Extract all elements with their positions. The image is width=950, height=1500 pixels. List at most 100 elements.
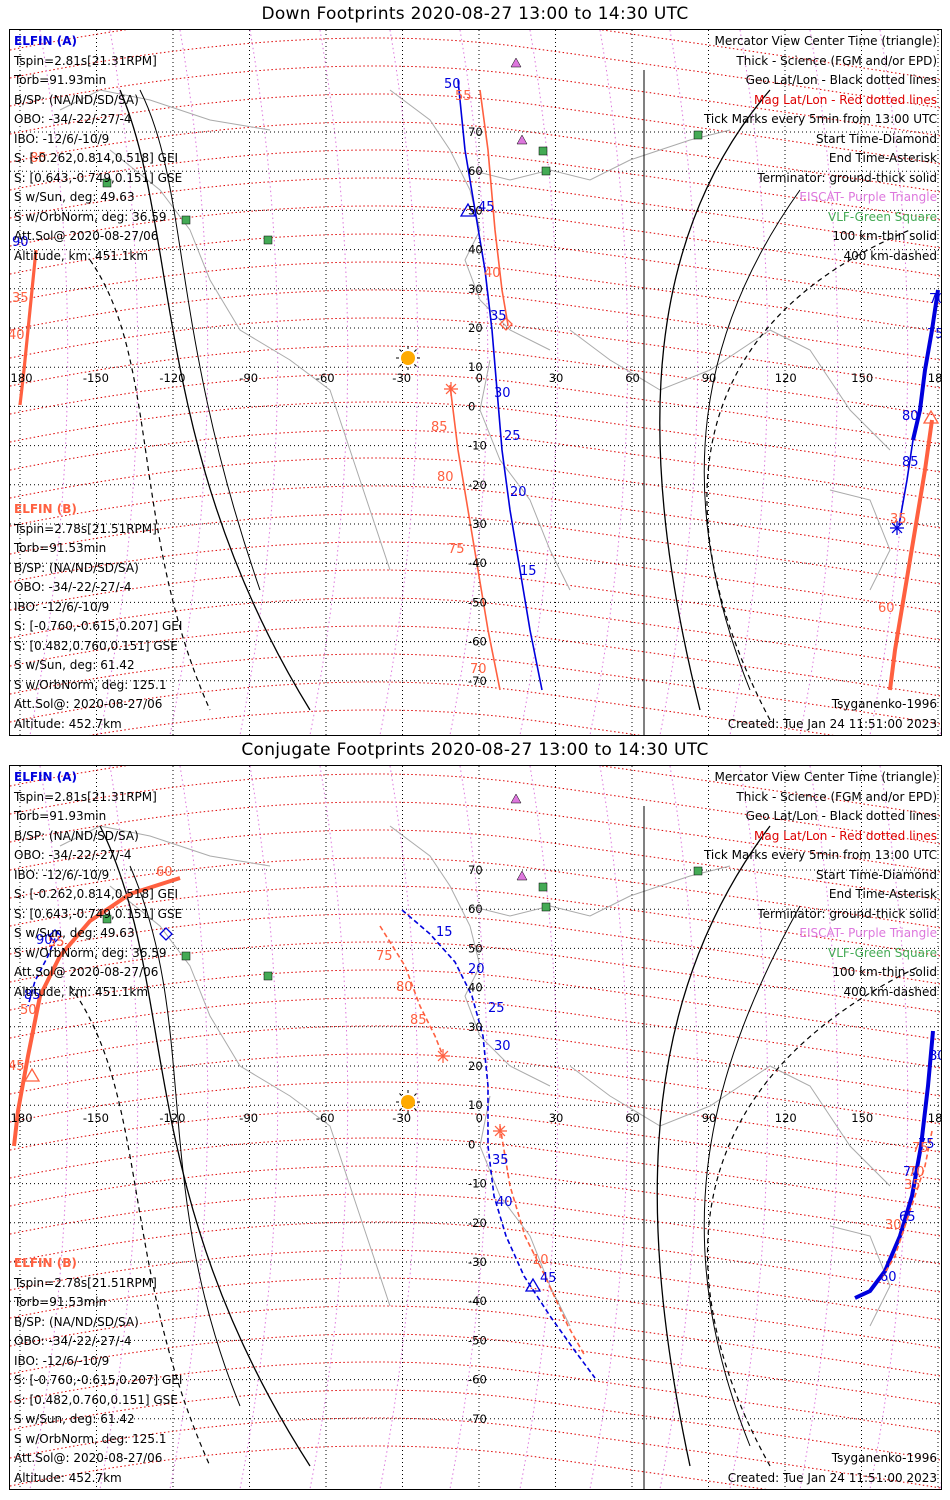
coastlines [59,89,891,591]
elfin-b-line: S w/Sun, deg: 61.42 [14,658,135,672]
sun-ray [399,349,402,352]
elfin-a-line: S: [-0.262,0.814,0.518] GEI [14,151,179,165]
mag-lat-line [10,569,941,641]
elfin-a-name: ELFIN (A) [14,770,77,784]
track-tick-label: 75 [376,949,393,964]
lon-label: -90 [239,1111,258,1125]
lon-label: -60 [316,371,335,385]
elfin-b-line: IBO: -12/6/-10/9 [14,1353,110,1368]
mag-lat-line [10,1221,941,1293]
end-time-asterisk-icon [437,1050,449,1062]
elfin-a-line: S: [0.643,-0.749,0.151] GSE [14,170,183,185]
mag-lat-line [10,1081,941,1153]
mag-lon-line [169,766,209,1489]
mag-lat-line [10,177,941,249]
lon-label: 150 [851,371,873,385]
elfin-a-line: OBO: -34/-22/-27/-4 [14,112,132,126]
track-tick-label: 90 [36,933,53,948]
mag-lon-line [869,766,909,1489]
legend-item: Thick - Science (FGM and/or EPD) [736,53,937,68]
sun-icon [401,351,415,365]
lat-label: 70 [468,863,483,877]
vlf-square-icon [181,951,191,961]
lon-label: -150 [83,371,109,385]
eiscat-triangle-icon [516,870,528,881]
lat-label: -40 [468,556,487,570]
mag-lat-line [10,1361,941,1433]
lat-label: 20 [468,321,483,335]
lat-label: -40 [468,1294,487,1308]
mag-lat-line [10,149,941,221]
track-tick-label: 25 [504,429,521,444]
lat-label: -60 [468,635,487,649]
elfin-a-name: ELFIN (A) [14,34,77,48]
vlf-square-icon [541,166,551,176]
mag-lat-line [10,1277,941,1349]
legend-item: 400 km-dashed [843,248,937,263]
sun-ray [414,1093,417,1096]
mag-lat-line [10,233,941,305]
lon-label: -120 [159,1111,185,1125]
map-canvas: -180-150-120-90-60-300306090120150180706… [10,766,941,1489]
model-label: Tsyganenko-1996 [831,1451,937,1465]
mag-lat-line [89,709,642,735]
mag-lat-line [10,513,941,585]
lon-label: 60 [625,371,640,385]
lat-label: -20 [468,1216,487,1230]
elfin-b-name: ELFIN (B) [14,1256,77,1270]
lat-label: -70 [468,1412,487,1426]
down-footprints-map: -180-150-120-90-60-300306090120150180706… [9,29,942,736]
vlf-square-icon [541,902,551,912]
elfin-a-line: S w/Sun, deg: 49.63 [14,190,135,204]
elfin-b-line: S: [0.482,0.760,0.151] GSE [14,1392,178,1407]
terminator-line [656,825,771,1467]
mag-lat-line [10,1193,941,1265]
elfin-a-line: Torb=91.93min [14,73,107,87]
elfin-a-line: Tspin=2.81s[21.31RPM] [14,53,157,68]
elfin-a-line: S w/OrbNorm, deg: 36.59 [14,209,167,224]
mag-lon-line [799,766,839,1489]
mag-lon-line [449,766,489,1489]
track-tick-label: 15 [436,925,453,940]
elfin-a-line: S: [0.643,-0.749,0.151] GSE [14,906,183,921]
lon-label: 60 [625,1111,640,1125]
lat-label: 40 [468,243,483,257]
lon-label: -180 [10,1111,33,1125]
mag-lat-line [10,625,941,697]
track-tick-label: 40 [484,266,501,281]
mag-lat-line [10,65,941,137]
track-tick-label: 50 [20,1003,37,1018]
legend-item: End Time-Asterisk [828,887,937,901]
mag-lat-line [10,1165,941,1237]
lat-label: 50 [468,203,483,217]
model-label: Tsyganenko-1996 [831,697,937,711]
mag-lon-line [239,766,279,1489]
lat-label: 20 [468,1059,483,1073]
track-tick-label: 30 [885,1218,902,1233]
vlf-square-icon [693,130,703,140]
elfin-a-track-east [911,289,940,441]
footer-right: Tsyganenko-1996 Created: Tue Jan 24 11:5… [728,1449,937,1488]
lat-label: -30 [468,1255,487,1269]
geo-grid [10,30,941,735]
elfin-b-info: ELFIN (B) Tspin=2.78s[21.51RPM] Torb=91.… [14,1254,182,1488]
elfin-b-line: S w/OrbNorm, deg: 125.1 [14,677,167,692]
mag-lat-line [10,289,941,361]
terminator-line [703,189,801,691]
mag-lat-line [10,829,941,901]
lon-label: 30 [549,1111,564,1125]
lon-label: 180 [928,1111,941,1125]
elfin-a-track-east [854,1030,935,1300]
legend-item: Start Time-Diamond [815,867,937,882]
elfin-b-track [449,384,501,691]
lon-label: -180 [10,371,33,385]
lon-label: -120 [159,371,185,385]
mag-lat-line [10,653,941,725]
lon-label: 180 [928,371,941,385]
mag-lat-line [10,429,941,501]
elfin-b-line: Altitude: 452.7km [14,1470,122,1485]
mag-lat-line [10,1109,941,1181]
track-tick-label: 10 [532,1253,549,1268]
vlf-square-icon [102,914,112,924]
elfin-b-line: Tspin=2.78s[21.51RPM] [14,521,157,536]
